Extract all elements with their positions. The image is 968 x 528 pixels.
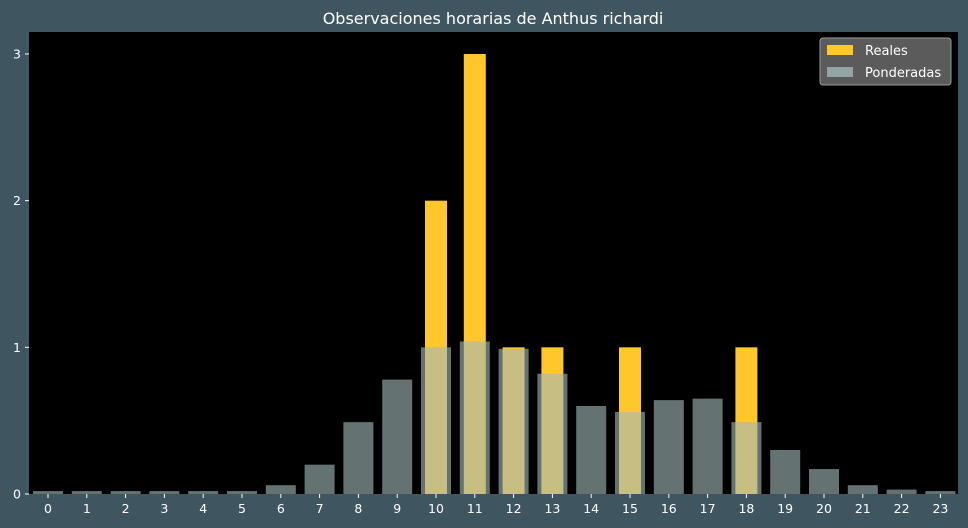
bar-ponderadas-23 <box>925 491 956 494</box>
x-tick-label: 18 <box>738 501 754 516</box>
x-tick-label: 16 <box>661 501 677 516</box>
bar-ponderadas-9 <box>382 379 413 494</box>
y-tick-label: 2 <box>13 193 21 208</box>
bar-ponderadas-16 <box>653 400 684 494</box>
bar-ponderadas-14 <box>576 406 607 494</box>
ponderadas-bars <box>33 341 956 494</box>
x-tick-label: 8 <box>354 501 362 516</box>
x-tick-label: 23 <box>932 501 948 516</box>
bar-ponderadas-4 <box>188 491 219 494</box>
x-tick-label: 5 <box>238 501 246 516</box>
bar-ponderadas-6 <box>265 485 296 494</box>
x-tick-label: 19 <box>777 501 793 516</box>
bar-ponderadas-17 <box>692 398 723 494</box>
y-tick-label: 0 <box>13 487 21 502</box>
x-tick-label: 13 <box>544 501 560 516</box>
x-tick-label: 17 <box>700 501 716 516</box>
legend-label-reales: Reales <box>865 44 908 59</box>
bar-ponderadas-2 <box>110 491 141 494</box>
x-tick-label: 11 <box>467 501 483 516</box>
bar-ponderadas-22 <box>886 489 917 494</box>
chart-title: Observaciones horarias de Anthus richard… <box>323 9 664 28</box>
x-tick-label: 10 <box>428 501 444 516</box>
x-tick-label: 7 <box>316 501 324 516</box>
y-tick-label: 1 <box>13 340 21 355</box>
bar-ponderadas-18 <box>731 422 762 494</box>
x-tick-label: 0 <box>44 501 52 516</box>
legend: Reales Ponderadas <box>819 37 952 86</box>
bar-ponderadas-15 <box>615 411 645 494</box>
y-axis-ticks: 0 1 2 3 <box>13 47 29 502</box>
x-tick-label: 2 <box>122 501 130 516</box>
bar-ponderadas-11 <box>459 341 490 494</box>
bar-ponderadas-8 <box>343 422 374 494</box>
legend-label-ponderadas: Ponderadas <box>865 66 941 81</box>
bar-ponderadas-19 <box>770 450 801 494</box>
bar-ponderadas-7 <box>304 464 335 494</box>
x-tick-label: 21 <box>855 501 871 516</box>
x-tick-label: 12 <box>506 501 522 516</box>
bar-ponderadas-5 <box>227 491 257 494</box>
y-tick-label: 3 <box>13 47 21 62</box>
x-tick-label: 9 <box>393 501 401 516</box>
x-tick-label: 14 <box>583 501 599 516</box>
x-tick-label: 4 <box>199 501 207 516</box>
x-tick-label: 1 <box>83 501 91 516</box>
legend-swatch-ponderadas <box>827 67 853 77</box>
x-tick-label: 22 <box>894 501 910 516</box>
x-tick-label: 15 <box>622 501 638 516</box>
bar-ponderadas-20 <box>809 469 839 494</box>
x-tick-label: 20 <box>816 501 832 516</box>
legend-swatch-reales <box>827 45 853 55</box>
bar-ponderadas-10 <box>421 347 451 494</box>
x-tick-label: 6 <box>277 501 285 516</box>
bar-ponderadas-21 <box>847 485 878 494</box>
plot-area <box>29 32 958 494</box>
bar-ponderadas-1 <box>71 491 102 494</box>
x-axis-ticks: 0 1 2 3 4 5 6 7 8 9 10 11 12 13 14 15 16 17 18 19 20 21 22 23 <box>44 494 948 516</box>
x-tick-label: 3 <box>160 501 168 516</box>
bar-ponderadas-3 <box>149 491 180 494</box>
bar-ponderadas-0 <box>33 491 63 494</box>
bar-ponderadas-13 <box>537 373 568 494</box>
bar-ponderadas-12 <box>498 348 529 494</box>
